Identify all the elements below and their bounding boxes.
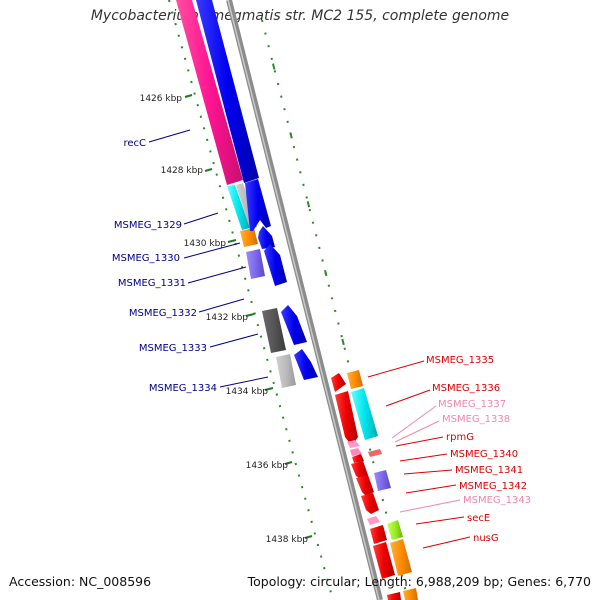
- kbp-label-1428: 1428 kbp: [161, 166, 204, 176]
- leader-msmeg-1332: [198, 298, 245, 313]
- label-msmeg-1338: MSMEG_1338: [442, 414, 510, 425]
- feature-bottom-orange: [403, 588, 418, 600]
- leader-msmeg-1337: [391, 405, 437, 439]
- feature-bottom-red: [387, 592, 401, 600]
- leader-msmeg-1336: [385, 389, 431, 407]
- label-msmeg-1329: MSMEG_1329: [114, 220, 182, 231]
- leader-msmeg-1338: [394, 420, 440, 443]
- feature-msmeg-1335-orange: [347, 370, 363, 389]
- label-msmeg-1331: MSMEG_1331: [118, 278, 186, 289]
- kbp-tick-1436: [284, 461, 293, 465]
- feature-msmeg-1330-orange: [240, 228, 258, 247]
- kbp-tick-marks: [184, 94, 313, 539]
- leader-msmeg-1343: [399, 499, 461, 513]
- label-sece: secE: [467, 513, 490, 524]
- genome-backbone: [226, 0, 383, 600]
- feature-small-salmon: [368, 449, 382, 457]
- kbp-label-1426: 1426 kbp: [140, 94, 183, 104]
- label-rpmg: rpmG: [446, 432, 474, 443]
- kbp-label-1432: 1432 kbp: [206, 313, 249, 323]
- label-msmeg-1335: MSMEG_1335: [426, 355, 494, 366]
- label-msmeg-1336: MSMEG_1336: [432, 383, 500, 394]
- feature-rpmg-red: [352, 454, 364, 463]
- topology-text: Topology: circular; Length: 6,988,209 bp…: [247, 574, 591, 589]
- leader-msmeg-1330: [183, 242, 241, 259]
- feature-msmeg-1340-red: [351, 461, 368, 479]
- feature-msmeg-1336-red: [335, 391, 358, 446]
- kbp-tick-1428: [204, 168, 213, 172]
- leader-msmeg-1329: [183, 212, 219, 225]
- kbp-tick-1432: [245, 313, 255, 317]
- label-msmeg-1337: MSMEG_1337: [438, 399, 506, 410]
- leader-msmeg-1341: [403, 469, 453, 475]
- feature-msmeg-1341-red: [356, 475, 374, 496]
- feature-sece-lime: [387, 520, 403, 540]
- kbp-label-1436: 1436 kbp: [246, 461, 289, 471]
- feature-msmeg-1335-red: [331, 373, 346, 392]
- feature-recC-pink: [176, 0, 243, 185]
- label-nusg: nusG: [473, 533, 499, 544]
- feature-msmeg-1342-red: [361, 493, 379, 514]
- feature-blue-arrow-2: [258, 226, 275, 249]
- feature-msmeg-1331-purple: [246, 249, 265, 279]
- gc-track-outer: [261, 19, 409, 600]
- leader-sece: [415, 516, 465, 525]
- feature-recC-blue: [196, 0, 259, 183]
- feature-blue-arrow-4: [281, 305, 307, 345]
- kbp-label-1434: 1434 kbp: [226, 387, 269, 397]
- feature-msmeg-1332-gray: [262, 308, 286, 353]
- leader-recc: [148, 129, 191, 143]
- leader-msmeg-1331: [187, 266, 247, 284]
- kbp-tick-1430: [227, 239, 237, 243]
- feature-msmeg-1342-purple: [374, 470, 391, 491]
- leader-rpmg: [395, 436, 444, 447]
- feature-msmeg-1336-cyan: [351, 388, 378, 440]
- label-recc: recC: [123, 138, 146, 149]
- genome-backbone-highlight: [227, 0, 380, 600]
- feature-msmeg-1343-pink: [367, 516, 380, 525]
- label-msmeg-1334: MSMEG_1334: [149, 383, 217, 394]
- label-msmeg-1332: MSMEG_1332: [129, 308, 197, 319]
- leader-nusg: [422, 536, 471, 549]
- leader-msmeg-1340: [399, 453, 448, 462]
- kbp-tick-1434: [264, 387, 274, 391]
- kbp-label-1438: 1438 kbp: [266, 535, 309, 545]
- feature-nusg-red: [370, 525, 387, 544]
- feature-msmeg-1329-cyan: [227, 185, 250, 230]
- leader-msmeg-1342: [405, 484, 457, 494]
- leader-msmeg-1335: [367, 360, 425, 378]
- feature-blue-arrow-3: [264, 244, 287, 286]
- accession-text: Accession: NC_008596: [9, 574, 152, 589]
- label-msmeg-1340: MSMEG_1340: [450, 449, 518, 460]
- feature-msmeg-1338-pink: [350, 448, 362, 456]
- leader-msmeg-1334: [219, 376, 269, 388]
- feature-blue-arrow-5: [294, 349, 318, 380]
- feature-nusg-orange: [390, 539, 412, 576]
- feature-msmeg-1337-pink: [347, 440, 360, 448]
- label-msmeg-1330: MSMEG_1330: [112, 253, 180, 264]
- feature-msmeg-1334-gray: [276, 354, 296, 388]
- kbp-tick-1438: [304, 535, 313, 539]
- kbp-label-1430: 1430 kbp: [184, 239, 227, 249]
- leader-msmeg-1333: [209, 333, 259, 348]
- kbp-tick-1426: [184, 94, 193, 98]
- feature-nusg-red-2: [373, 542, 395, 579]
- label-msmeg-1343: MSMEG_1343: [463, 495, 531, 506]
- label-msmeg-1333: MSMEG_1333: [139, 343, 207, 354]
- label-msmeg-1342: MSMEG_1342: [459, 481, 527, 492]
- label-msmeg-1341: MSMEG_1341: [455, 465, 523, 476]
- feature-blue-arrow-1: [245, 179, 271, 231]
